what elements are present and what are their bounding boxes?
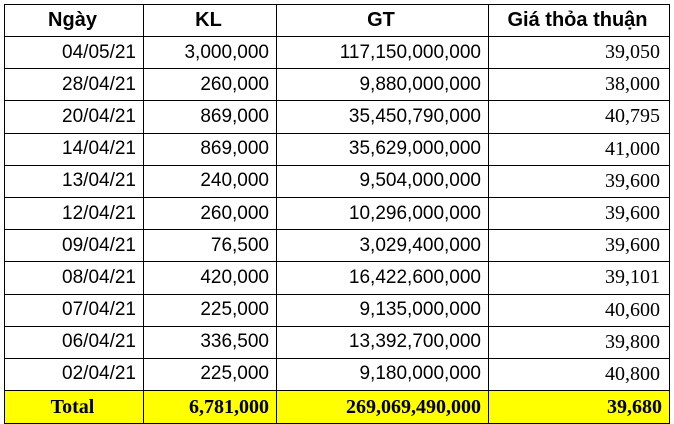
cell-date: 08/04/21: [4, 261, 144, 295]
cell-price: 40,600: [488, 293, 670, 327]
header-value: GT: [276, 4, 489, 37]
cell-date: 13/04/21: [4, 164, 144, 198]
table-row: 04/05/21 3,000,000 117,150,000,000 39,050: [4, 35, 670, 70]
total-volume: 6,781,000: [143, 390, 277, 424]
cell-price: 39,800: [488, 325, 670, 359]
cell-volume: 260,000: [143, 196, 277, 231]
cell-date: 04/05/21: [4, 35, 144, 70]
cell-volume: 240,000: [143, 164, 277, 198]
cell-price: 39,101: [488, 261, 670, 295]
table-row: 12/04/21 260,000 10,296,000,000 39,600: [4, 196, 670, 231]
cell-date: 14/04/21: [4, 132, 144, 166]
cell-price: 39,600: [488, 196, 670, 231]
cell-date: 06/04/21: [4, 325, 144, 359]
table-row: 14/04/21 869,000 35,629,000,000 41,000: [4, 132, 670, 166]
header-negotiated-price: Giá thỏa thuận: [488, 4, 670, 37]
cell-value: 13,392,700,000: [276, 325, 489, 359]
cell-value: 16,422,600,000: [276, 261, 489, 295]
total-label: Total: [4, 390, 144, 424]
cell-price: 38,000: [488, 68, 670, 102]
total-value: 269,069,490,000: [276, 390, 489, 424]
cell-volume: 869,000: [143, 100, 277, 134]
transaction-table: Ngày KL GT Giá thỏa thuận 04/05/21 3,000,…: [4, 4, 670, 424]
header-volume: KL: [143, 4, 277, 37]
cell-volume: 420,000: [143, 261, 277, 295]
cell-volume: 869,000: [143, 132, 277, 166]
table-row: 06/04/21 336,500 13,392,700,000 39,800: [4, 325, 670, 359]
table-row: 07/04/21 225,000 9,135,000,000 40,600: [4, 293, 670, 327]
cell-value: 117,150,000,000: [276, 35, 489, 70]
total-row: Total 6,781,000 269,069,490,000 39,680: [4, 390, 670, 424]
header-date: Ngày: [4, 4, 144, 37]
cell-date: 12/04/21: [4, 196, 144, 231]
cell-value: 35,629,000,000: [276, 132, 489, 166]
cell-volume: 76,500: [143, 229, 277, 263]
cell-value: 10,296,000,000: [276, 196, 489, 231]
table-header: Ngày KL GT Giá thỏa thuận: [4, 4, 670, 37]
table-body: 04/05/21 3,000,000 117,150,000,000 39,050 28…: [4, 35, 670, 392]
cell-price: 40,795: [488, 100, 670, 134]
cell-value: 35,450,790,000: [276, 100, 489, 134]
cell-price: 41,000: [488, 132, 670, 166]
total-price: 39,680: [488, 390, 670, 424]
cell-date: 28/04/21: [4, 68, 144, 102]
cell-volume: 336,500: [143, 325, 277, 359]
cell-value: 9,135,000,000: [276, 293, 489, 327]
table-row: 20/04/21 869,000 35,450,790,000 40,795: [4, 100, 670, 134]
cell-value: 3,029,400,000: [276, 229, 489, 263]
table-row: 13/04/21 240,000 9,504,000,000 39,600: [4, 164, 670, 198]
cell-volume: 225,000: [143, 293, 277, 327]
cell-value: 9,180,000,000: [276, 357, 489, 392]
table-row: 02/04/21 225,000 9,180,000,000 40,800: [4, 357, 670, 392]
cell-date: 07/04/21: [4, 293, 144, 327]
table-row: 09/04/21 76,500 3,029,400,000 39,600: [4, 229, 670, 263]
table-row: 28/04/21 260,000 9,880,000,000 38,000: [4, 68, 670, 102]
cell-date: 02/04/21: [4, 357, 144, 392]
cell-date: 20/04/21: [4, 100, 144, 134]
cell-price: 40,800: [488, 357, 670, 392]
cell-price: 39,050: [488, 35, 670, 70]
cell-volume: 3,000,000: [143, 35, 277, 70]
cell-volume: 225,000: [143, 357, 277, 392]
cell-price: 39,600: [488, 229, 670, 263]
table-row: 08/04/21 420,000 16,422,600,000 39,101: [4, 261, 670, 295]
data-table-container: Ngày KL GT Giá thỏa thuận 04/05/21 3,000,…: [4, 4, 670, 424]
cell-price: 39,600: [488, 164, 670, 198]
cell-date: 09/04/21: [4, 229, 144, 263]
cell-volume: 260,000: [143, 68, 277, 102]
table-footer: Total 6,781,000 269,069,490,000 39,680: [4, 390, 670, 424]
cell-value: 9,880,000,000: [276, 68, 489, 102]
header-row: Ngày KL GT Giá thỏa thuận: [4, 4, 670, 37]
cell-value: 9,504,000,000: [276, 164, 489, 198]
